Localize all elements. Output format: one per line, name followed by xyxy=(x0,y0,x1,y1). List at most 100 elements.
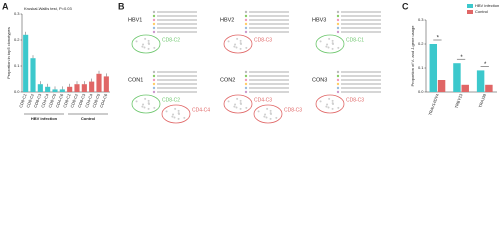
legend-text xyxy=(341,11,381,13)
legend-text xyxy=(341,27,381,29)
bar xyxy=(476,70,485,92)
node xyxy=(142,103,145,106)
node xyxy=(135,100,138,103)
network-title: HBV3 xyxy=(312,17,326,23)
legend-text xyxy=(157,15,197,17)
legend-dot xyxy=(336,30,340,34)
bar xyxy=(30,58,36,92)
figure: A B C 0.0 0.1 0.2 0.3 Proportion in top5 clo… xyxy=(2,1,499,124)
cluster-label: CD4-C3 xyxy=(254,97,272,103)
node xyxy=(177,117,180,120)
node xyxy=(235,46,238,49)
node xyxy=(234,43,237,46)
y-axis-label: Proportion in top5 clonotypes xyxy=(6,27,11,79)
legend-dot xyxy=(336,26,340,30)
node xyxy=(183,116,186,119)
legend-dot xyxy=(336,10,340,14)
node xyxy=(236,97,239,100)
legend-text xyxy=(341,79,381,81)
y-tick-label: 0.2 xyxy=(14,37,20,42)
cluster-label: CD8-C2 xyxy=(162,37,180,43)
cluster-label: CD8-C3 xyxy=(284,107,302,113)
node xyxy=(165,110,168,113)
legend-label: Control xyxy=(475,9,488,14)
node xyxy=(239,99,242,102)
node xyxy=(337,106,340,109)
legend-dot xyxy=(152,82,156,86)
node xyxy=(326,103,329,106)
legend-text xyxy=(341,19,381,21)
node xyxy=(239,107,242,110)
node xyxy=(141,45,144,48)
node xyxy=(173,116,176,119)
legend-text xyxy=(157,87,197,89)
node xyxy=(142,43,145,46)
node xyxy=(331,39,334,42)
x-tick-label: CD8-C2 xyxy=(69,92,79,108)
legend-dot xyxy=(244,74,248,78)
bar xyxy=(52,89,58,92)
cluster-ring xyxy=(131,94,161,114)
legend-dot xyxy=(244,90,248,94)
node xyxy=(326,43,329,46)
legend-dot xyxy=(336,78,340,82)
node xyxy=(147,102,150,105)
node xyxy=(147,39,150,42)
node xyxy=(227,40,230,43)
node xyxy=(327,46,330,49)
bar xyxy=(96,73,102,92)
bar xyxy=(453,63,461,92)
legend-text xyxy=(249,23,289,25)
legend-dot xyxy=(336,82,340,86)
legend-text xyxy=(157,31,197,33)
y-tick-label: 0.0 xyxy=(418,89,424,94)
panel-label: A xyxy=(2,1,9,11)
node xyxy=(239,102,242,105)
legend-dot xyxy=(152,30,156,34)
bar xyxy=(437,80,446,92)
x-tick-label: CD8-C2 xyxy=(25,92,35,108)
cluster-label: CD4-C4 xyxy=(192,107,210,113)
node xyxy=(239,42,242,45)
network-title: HBV1 xyxy=(128,17,142,23)
legend-text xyxy=(249,83,289,85)
node xyxy=(234,103,237,106)
node xyxy=(174,107,177,110)
bar xyxy=(89,81,95,92)
legend-text xyxy=(249,27,289,29)
bar xyxy=(485,84,493,92)
legend-text xyxy=(157,23,197,25)
node xyxy=(257,110,260,113)
x-tick-label: CD8-C3 xyxy=(77,92,87,108)
x-tick-label: CD8-C5 xyxy=(91,92,101,108)
legend-swatch xyxy=(467,10,473,14)
node xyxy=(245,106,248,109)
legend-text xyxy=(341,83,381,85)
y-axis-label: Proportion of V- and J-gene usage xyxy=(410,25,415,87)
y-tick-label: 0.2 xyxy=(418,41,424,46)
node xyxy=(227,100,230,103)
y-tick-label: 0.0 xyxy=(14,89,20,94)
legend-text xyxy=(249,87,289,89)
node xyxy=(141,105,144,108)
legend-dot xyxy=(336,90,340,94)
legend-text xyxy=(341,15,381,17)
node xyxy=(236,37,239,40)
legend-text xyxy=(249,91,289,93)
x-tick-label: TRBV13 xyxy=(454,92,464,109)
network-title: CON3 xyxy=(312,77,327,83)
x-tick-label: CD4-C4 xyxy=(84,92,94,108)
legend-dot xyxy=(244,86,248,90)
bar xyxy=(81,84,87,92)
legend-text xyxy=(341,23,381,25)
legend-dot xyxy=(244,70,248,74)
x-tick-label: TRAJ39 xyxy=(477,92,487,108)
legend-dot xyxy=(244,26,248,30)
node xyxy=(144,37,147,40)
legend-text xyxy=(249,19,289,21)
node xyxy=(144,97,147,100)
node xyxy=(171,115,174,118)
x-tick-label: CD8-C1 xyxy=(18,92,28,108)
legend-text xyxy=(157,75,197,77)
legend-label: HBV infection xyxy=(475,3,499,8)
